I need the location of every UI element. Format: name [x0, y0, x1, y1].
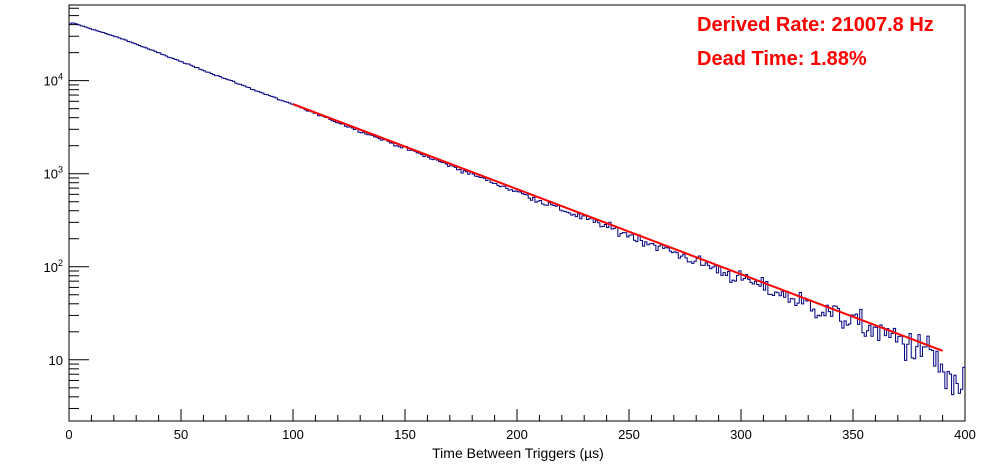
x-tick-label: 200 — [506, 427, 528, 442]
x-tick-label: 250 — [618, 427, 640, 442]
x-tick-label: 400 — [954, 427, 976, 442]
x-tick-label: 300 — [730, 427, 752, 442]
histogram-series — [69, 22, 965, 396]
y-tick-label: 103 — [44, 165, 63, 182]
series-layer — [69, 22, 965, 396]
x-axis-title: Time Between Triggers (µs) — [0, 445, 996, 461]
x-axis-title-text: Time Between Triggers (µs) — [432, 445, 604, 461]
x-tick-label: 0 — [65, 427, 72, 442]
derived-rate-label: Derived Rate: 21007.8 Hz — [697, 14, 934, 36]
y-tick-label: 10 — [49, 353, 63, 368]
y-tick-label: 104 — [44, 72, 63, 89]
dead-time-label: Dead Time: 1.88% — [697, 48, 867, 70]
y-axis: 10 102 103 104 — [44, 7, 89, 409]
fit-series — [292, 103, 943, 352]
x-tick-label: 350 — [842, 427, 864, 442]
x-tick-label: 50 — [174, 427, 188, 442]
x-axis: 0 50 100 150 200 250 300 350 400 — [65, 409, 976, 442]
x-tick-label: 150 — [394, 427, 416, 442]
x-tick-label: 100 — [282, 427, 304, 442]
y-tick-label: 102 — [44, 258, 63, 275]
